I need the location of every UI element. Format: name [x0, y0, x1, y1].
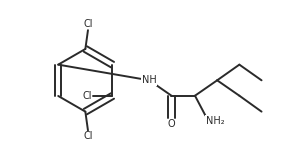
Text: Cl: Cl — [83, 19, 93, 29]
Text: Cl: Cl — [83, 131, 93, 141]
Text: NH: NH — [142, 75, 157, 85]
Text: O: O — [168, 119, 175, 129]
Text: Cl: Cl — [82, 91, 91, 101]
Text: NH₂: NH₂ — [206, 116, 225, 126]
